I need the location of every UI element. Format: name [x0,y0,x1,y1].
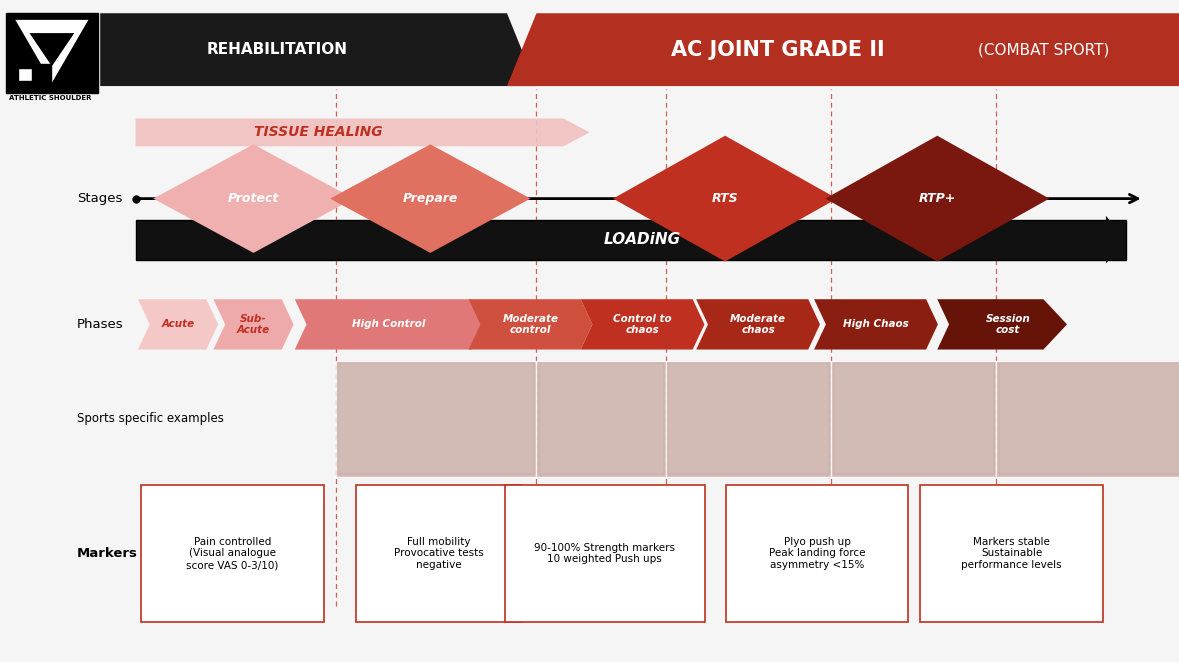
Text: Protect: Protect [228,192,279,205]
Polygon shape [580,299,705,350]
FancyBboxPatch shape [831,361,996,477]
Polygon shape [138,299,218,350]
Text: LOADiNG: LOADiNG [604,232,681,247]
Text: Markers: Markers [77,547,138,560]
Text: Session
cost: Session cost [986,314,1030,335]
FancyBboxPatch shape [666,361,831,477]
Text: RTP+: RTP+ [918,192,956,205]
Polygon shape [153,144,354,253]
Polygon shape [814,299,938,350]
Text: 90-100% Strength markers
10 weighted Push ups: 90-100% Strength markers 10 weighted Pus… [534,543,676,564]
Text: RTS: RTS [712,192,738,205]
Text: Markers stable
Sustainable
performance levels: Markers stable Sustainable performance l… [961,537,1062,570]
FancyBboxPatch shape [141,485,323,622]
Polygon shape [469,299,592,350]
Text: Phases: Phases [77,318,124,331]
Polygon shape [507,13,1179,86]
Text: High Control: High Control [353,319,426,330]
Text: Sub-
Acute: Sub- Acute [237,314,270,335]
Text: Moderate
chaos: Moderate chaos [730,314,786,335]
Text: Stages: Stages [77,192,121,205]
FancyBboxPatch shape [336,361,536,477]
Polygon shape [1106,216,1126,263]
Polygon shape [213,299,294,350]
Text: AC JOINT GRADE II: AC JOINT GRADE II [671,40,885,60]
FancyBboxPatch shape [996,361,1179,477]
Text: Pain controlled
(Visual analogue
score VAS 0-3/10): Pain controlled (Visual analogue score V… [186,537,278,570]
Text: Sports specific examples: Sports specific examples [77,412,224,425]
Text: (COMBAT SPORT): (COMBAT SPORT) [977,42,1109,57]
Polygon shape [330,144,531,253]
FancyBboxPatch shape [15,64,51,83]
Text: Full mobility
Provocative tests
negative: Full mobility Provocative tests negative [394,537,483,570]
Text: Plyo push up
Peak landing force
asymmetry <15%: Plyo push up Peak landing force asymmetr… [769,537,865,570]
FancyBboxPatch shape [356,485,521,622]
FancyBboxPatch shape [725,485,908,622]
FancyBboxPatch shape [920,485,1104,622]
Polygon shape [825,136,1049,261]
FancyBboxPatch shape [505,485,705,622]
Text: TISSUE HEALING: TISSUE HEALING [253,125,383,140]
Polygon shape [295,299,483,350]
Polygon shape [29,33,74,66]
Text: REHABILITATION: REHABILITATION [206,42,348,57]
Text: High Chaos: High Chaos [843,319,909,330]
Text: ATHLETIC SHOULDER: ATHLETIC SHOULDER [9,95,92,101]
Text: Control to
chaos: Control to chaos [613,314,672,335]
Polygon shape [937,299,1067,350]
FancyBboxPatch shape [136,220,1126,260]
Polygon shape [613,136,837,261]
Polygon shape [15,20,88,83]
Polygon shape [100,13,536,86]
Text: Acute: Acute [162,319,195,330]
FancyBboxPatch shape [6,13,98,93]
FancyBboxPatch shape [18,68,32,81]
Text: Prepare: Prepare [403,192,457,205]
Text: Moderate
control: Moderate control [502,314,559,335]
FancyBboxPatch shape [536,361,666,477]
Polygon shape [136,118,590,146]
Polygon shape [696,299,821,350]
